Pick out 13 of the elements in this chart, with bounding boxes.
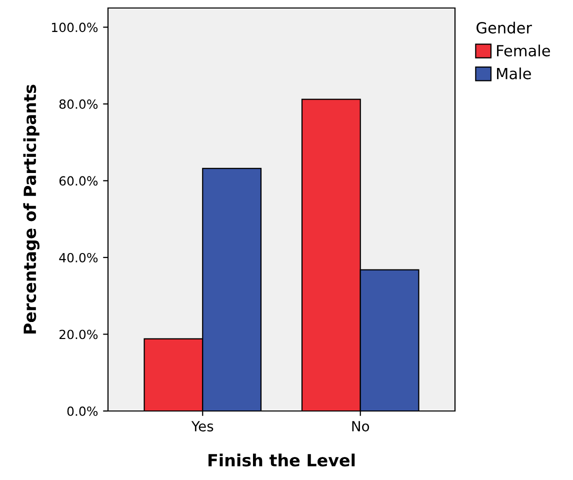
- y-tick-label: 100.0%: [52, 22, 98, 32]
- y-tick-label: 40.0%: [59, 252, 98, 262]
- legend-label: Male: [497, 68, 531, 80]
- y-tick-label: 60.0%: [59, 176, 98, 186]
- y-tick-label: 80.0%: [59, 99, 98, 109]
- legend-label: Female: [497, 44, 550, 56]
- x-axis-title: Finish the Level: [208, 454, 355, 467]
- y-tick-label: 20.0%: [59, 330, 98, 340]
- x-tick-label: No: [352, 421, 370, 432]
- x-tick-label: Yes: [191, 421, 214, 432]
- legend-title: Gender: [476, 22, 532, 34]
- y-axis-title: Percentage of Participants: [23, 84, 40, 334]
- y-tick-label: 0.0%: [67, 406, 98, 416]
